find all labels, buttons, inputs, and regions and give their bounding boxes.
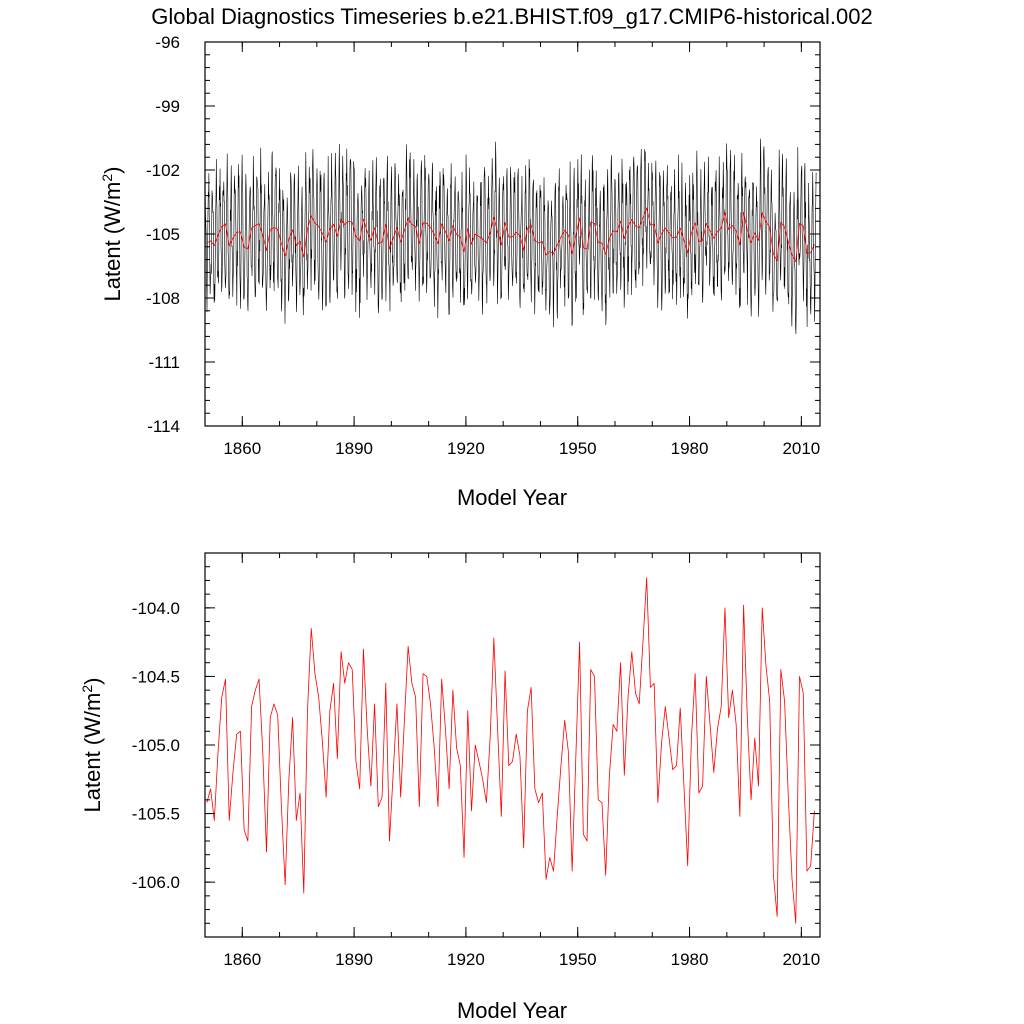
bottom-x-tick-label: 1980 [671, 950, 709, 969]
top-panel: 1860 1890 1920 1950 1980 2010 -96 -99 -102 -105 -1… [99, 33, 821, 510]
bottom-x-tick-label: 1890 [335, 950, 373, 969]
bottom-axis-ticks: 1860 1890 1920 1950 1980 2010 -104.0 -104.5 -105… [132, 552, 820, 969]
top-y-tick-label: -114 [147, 417, 180, 436]
top-y-tick-label: -108 [146, 289, 180, 308]
top-x-tick-label: 1860 [223, 439, 261, 458]
top-x-axis-label: Model Year [457, 485, 567, 510]
top-plot-area [204, 138, 817, 335]
bottom-panel: 1860 1890 1920 1950 1980 2010 -104.0 -104.5 -105… [79, 552, 821, 1023]
top-y-tick-label: -99 [155, 97, 180, 116]
bottom-x-tick-label: 1860 [223, 950, 261, 969]
top-axis-ticks: 1860 1890 1920 1950 1980 2010 -96 -99 -102 -105 -1… [146, 33, 820, 458]
top-x-tick-label: 1890 [335, 439, 373, 458]
figure-title: Global Diagnostics Timeseries b.e21.BHIS… [151, 4, 872, 29]
top-x-tick-label: 1950 [559, 439, 597, 458]
top-series-line-annual [206, 207, 815, 263]
top-y-tick-label: -96 [155, 33, 180, 52]
bottom-x-tick-label: 2010 [782, 950, 820, 969]
bottom-y-tick-label: -105.0 [132, 736, 180, 755]
top-y-tick-label: -102 [146, 161, 180, 180]
bottom-plot-area [206, 577, 815, 924]
bottom-series-line-annual [206, 577, 815, 924]
bottom-y-tick-label: -105.5 [132, 805, 180, 824]
top-y-axis-label: Latent (W/m2) [99, 167, 125, 302]
bottom-y-tick-label: -106.0 [132, 873, 180, 892]
top-y-tick-label: -111 [148, 353, 180, 372]
bottom-y-axis-label: Latent (W/m2) [79, 678, 105, 813]
bottom-x-tick-label: 1920 [447, 950, 485, 969]
bottom-y-tick-label: -104.0 [132, 599, 180, 618]
top-series-line-monthly [204, 138, 817, 335]
bottom-x-axis-label: Model Year [457, 998, 567, 1023]
top-y-tick-label: -105 [146, 225, 180, 244]
bottom-y-tick-label: -104.5 [132, 667, 180, 686]
top-x-tick-label: 2010 [782, 439, 820, 458]
bottom-plot-frame [204, 552, 821, 938]
top-x-tick-label: 1980 [671, 439, 709, 458]
top-x-tick-label: 1920 [447, 439, 485, 458]
bottom-x-tick-label: 1950 [559, 950, 597, 969]
